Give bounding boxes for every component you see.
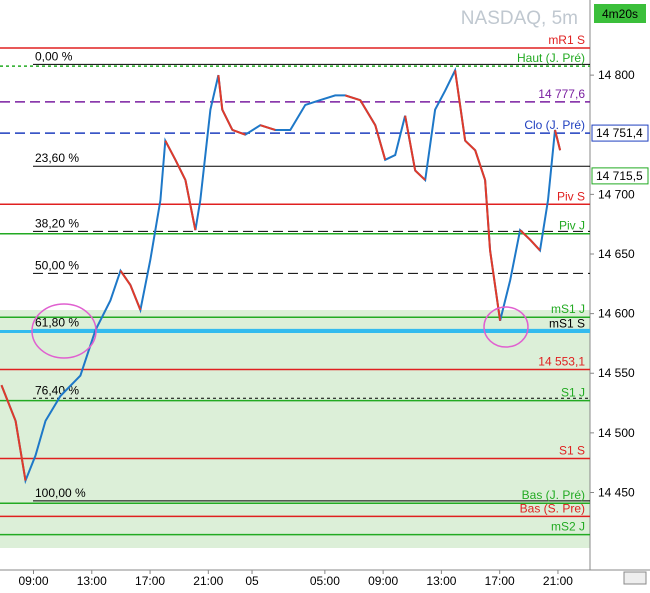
level-label: Bas (J. Pré) xyxy=(522,488,585,502)
shaded-zone xyxy=(0,310,590,548)
price-down-segment xyxy=(129,284,142,311)
price-badge xyxy=(591,124,649,142)
price-down-segment xyxy=(454,70,467,141)
price-badge xyxy=(591,167,649,185)
chart-title: NASDAQ, 5m xyxy=(461,8,578,29)
price-down-segment xyxy=(489,250,502,321)
price-down-segment xyxy=(519,229,531,241)
x-tick-label: 05:00 xyxy=(310,574,340,588)
x-tick-label: 17:00 xyxy=(135,574,165,588)
annotation-circle xyxy=(31,303,97,359)
y-tick-label: 14 600 xyxy=(598,307,635,321)
x-tick-label: 13:00 xyxy=(77,574,107,588)
price-down-segment xyxy=(119,270,132,286)
price-down-segment xyxy=(414,169,426,181)
price-down-segment xyxy=(217,75,224,110)
price-down-segment xyxy=(164,140,177,161)
level-label: mS1 S xyxy=(549,317,585,331)
level-label: mR1 S xyxy=(548,33,585,47)
y-tick-label: 14 500 xyxy=(598,426,635,440)
level-label: 76,40 % xyxy=(35,383,79,397)
price-down-segment xyxy=(474,149,487,181)
x-tick-label: 09:00 xyxy=(368,574,398,588)
y-tick-label: 14 450 xyxy=(598,485,635,499)
level-label: 61,80 % xyxy=(35,315,79,329)
price-down-segment xyxy=(404,115,417,171)
level-label: Piv S xyxy=(557,189,585,203)
x-tick-label: 17:00 xyxy=(485,574,515,588)
level-label: Bas (S. Pre) xyxy=(520,501,585,515)
level-label: mS2 J xyxy=(551,520,585,534)
annotation-circle xyxy=(483,306,529,348)
axes: 09:00 13:00 17:00 21:00 05 05:00 09:00 13:00 17:… xyxy=(18,68,649,588)
price-badge-label: 14 715,5 xyxy=(596,169,643,183)
zoom-control[interactable] xyxy=(623,571,647,585)
price-down-segment xyxy=(260,124,276,131)
price-down-segment xyxy=(464,139,476,151)
x-tick-label: 09:00 xyxy=(18,574,48,588)
price xyxy=(0,67,562,485)
y-tick-label: 14 800 xyxy=(598,68,635,82)
price-down-segment xyxy=(554,129,562,151)
x-tick-label: 05 xyxy=(245,574,259,588)
price-down-segment xyxy=(0,384,17,422)
level-label: 23,60 % xyxy=(35,151,79,165)
level-label: Haut (J. Pré) xyxy=(517,51,585,65)
price-down-segment xyxy=(232,129,246,136)
levels: mR1 S 0,00 % Haut (J. Pré) 14 777,6 Clo (J. … xyxy=(0,33,590,536)
price-down-segment xyxy=(184,179,197,231)
price-down-segment xyxy=(484,179,492,251)
x-tick-label: 21:00 xyxy=(193,574,223,588)
level-label: Piv J xyxy=(559,219,585,233)
timer: 4m20s xyxy=(602,7,638,21)
y-tick-label: 14 650 xyxy=(598,247,635,261)
price-badge-label: 14 751,4 xyxy=(596,126,643,140)
level-label: 50,00 % xyxy=(35,258,79,272)
price-down-segment xyxy=(359,99,377,126)
price-down-segment xyxy=(374,124,387,161)
y-tick-label: 14 700 xyxy=(598,187,635,201)
level-label: 14 553,1 xyxy=(538,355,585,369)
level-label: 14 777,6 xyxy=(538,87,585,101)
level-label: Clo (J. Pré) xyxy=(524,118,585,132)
timer-badge xyxy=(594,4,646,23)
price-down-segment xyxy=(529,239,541,252)
y-tick-label: 14 550 xyxy=(598,366,635,380)
level-label: S1 J xyxy=(561,386,585,400)
price-down-segment xyxy=(221,109,234,131)
price-down-segment xyxy=(14,420,27,481)
level-label: 38,20 % xyxy=(35,216,79,230)
price-down-segment xyxy=(174,159,187,181)
x-tick-label: 21:00 xyxy=(543,574,573,588)
level-label: 0,00 % xyxy=(35,49,73,63)
level-label: 100,00 % xyxy=(35,486,86,500)
level-label: S1 S xyxy=(559,444,585,458)
level-label: mS1 J xyxy=(551,302,585,316)
x-tick-label: 13:00 xyxy=(426,574,456,588)
price-down-segment xyxy=(344,94,361,102)
